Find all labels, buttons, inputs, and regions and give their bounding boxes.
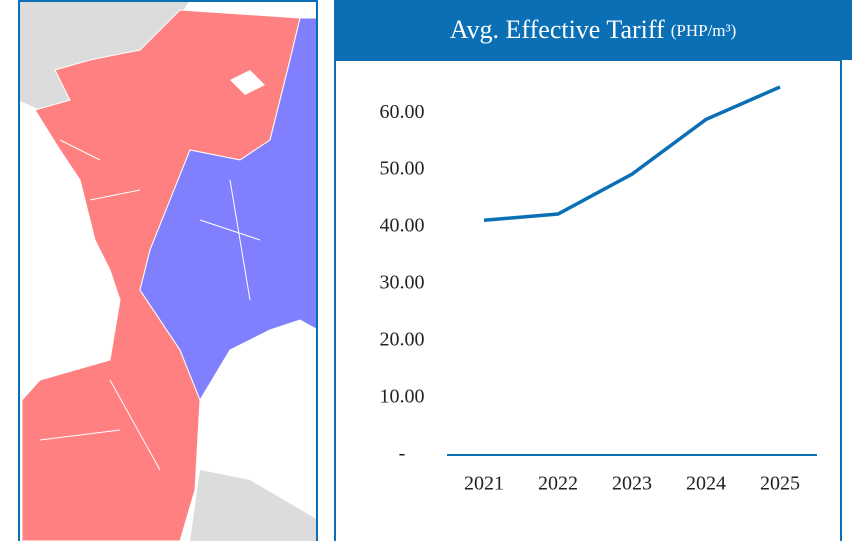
chart-title: Avg. Effective Tariff xyxy=(450,15,665,44)
map-land-gray xyxy=(190,470,318,541)
y-tick-label: 40.00 xyxy=(380,215,425,237)
y-tick-label: 50.00 xyxy=(380,158,425,180)
chart-frame xyxy=(334,59,842,546)
x-tick-label: 2022 xyxy=(538,473,578,495)
y-tick-label: 10.00 xyxy=(380,386,425,408)
map-frame xyxy=(18,0,318,546)
map-region-blue xyxy=(139,17,319,402)
x-tick-label: 2024 xyxy=(686,473,726,495)
y-tick-label: 30.00 xyxy=(380,272,425,294)
x-tick-label: 2023 xyxy=(612,473,652,495)
chart-heading: Avg. Effective Tariff (PHP/m³) xyxy=(450,15,737,44)
x-tick-label: 2021 xyxy=(464,473,504,495)
chart-header xyxy=(334,0,852,60)
map-lake xyxy=(230,70,265,95)
x-tick-label: 2025 xyxy=(760,473,800,495)
chart-subtitle: (PHP/m³) xyxy=(671,21,737,40)
y-tick-label: 20.00 xyxy=(380,329,425,351)
y-tick-label: - xyxy=(399,443,406,465)
map xyxy=(18,0,319,546)
map-boundary xyxy=(39,139,261,471)
line-series xyxy=(483,85,781,223)
y-tick-label: 60.00 xyxy=(380,101,425,123)
